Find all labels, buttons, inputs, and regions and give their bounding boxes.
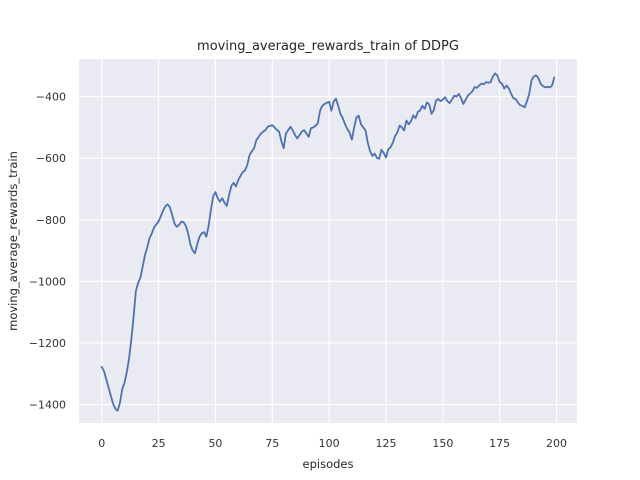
- y-axis-label: moving_average_rewards_train: [6, 151, 20, 331]
- chart-title: moving_average_rewards_train of DDPG: [197, 39, 459, 54]
- x-tick-100: 100: [319, 437, 340, 450]
- x-tick-25: 25: [152, 437, 166, 450]
- y-tick--1000: −1000: [29, 275, 66, 288]
- series-line-ddpg: [100, 72, 556, 412]
- x-tick-175: 175: [489, 437, 510, 450]
- x-axis-label: episodes: [303, 457, 354, 471]
- y-tick--600: −600: [36, 152, 66, 165]
- plot-area: [79, 59, 577, 423]
- y-tick-labels: −400 −600 −800 −1000 −1200 −1400: [29, 91, 66, 412]
- y-tick--1200: −1200: [29, 337, 66, 350]
- x-tick-75: 75: [265, 437, 279, 450]
- y-tick--1400: −1400: [29, 399, 66, 412]
- y-tick--800: −800: [36, 214, 66, 227]
- x-tick-125: 125: [375, 437, 396, 450]
- x-tick-150: 150: [432, 437, 453, 450]
- x-tick-50: 50: [208, 437, 222, 450]
- x-tick-labels: 0 25 50 75 100 125 150 175 200: [98, 437, 567, 450]
- x-tick-200: 200: [546, 437, 567, 450]
- x-tick-0: 0: [98, 437, 105, 450]
- y-tick--400: −400: [36, 91, 66, 104]
- gridlines: [79, 59, 577, 423]
